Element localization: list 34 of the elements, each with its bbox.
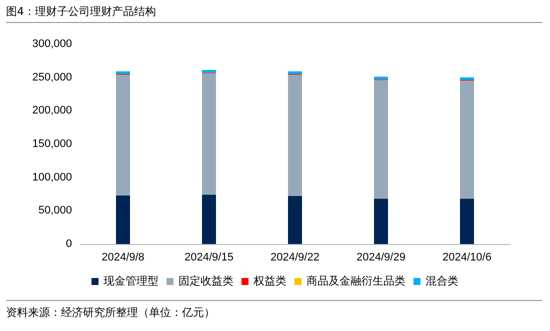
legend-label: 混合类 xyxy=(426,274,458,288)
bar xyxy=(202,73,216,195)
legend-label: 固定收益类 xyxy=(178,274,234,288)
bar xyxy=(460,77,474,80)
bar xyxy=(460,80,474,199)
bar xyxy=(202,194,216,244)
y-tick-label: 250,000 xyxy=(32,71,72,84)
bar xyxy=(374,76,388,80)
bar xyxy=(288,71,302,74)
y-tick-label: 300,000 xyxy=(32,38,72,50)
bar xyxy=(374,80,388,199)
x-tick-label: 2024/9/15 xyxy=(184,252,234,264)
y-tick-label: 50,000 xyxy=(38,204,72,217)
legend-label: 现金管理型 xyxy=(104,276,158,288)
bar xyxy=(116,74,130,196)
bar xyxy=(288,196,302,244)
legend-label: 商品及金融衍生品类 xyxy=(306,274,406,288)
bar xyxy=(116,71,130,74)
text: 资料来源：经济研究所整理（单位：亿元） xyxy=(6,300,542,320)
bar xyxy=(288,74,302,196)
y-tick-label: 100,000 xyxy=(32,171,72,184)
bar xyxy=(374,198,388,244)
bar xyxy=(460,198,474,244)
y-tick-label: 0 xyxy=(66,238,72,250)
y-tick-label: 200,000 xyxy=(32,104,72,117)
chart-title: 图4：理财子公司理财产品结构 xyxy=(6,4,542,23)
bar xyxy=(116,195,130,244)
x-tick-label: 2024/9/8 xyxy=(102,252,144,264)
bar xyxy=(202,70,216,73)
x-tick-label: 2024/10/6 xyxy=(442,252,492,264)
y-tick-label: 150,000 xyxy=(32,138,72,150)
legend-label: 权益类 xyxy=(252,274,286,288)
x-tick-label: 2024/9/22 xyxy=(270,252,320,264)
x-tick-label: 2024/9/29 xyxy=(356,252,406,264)
